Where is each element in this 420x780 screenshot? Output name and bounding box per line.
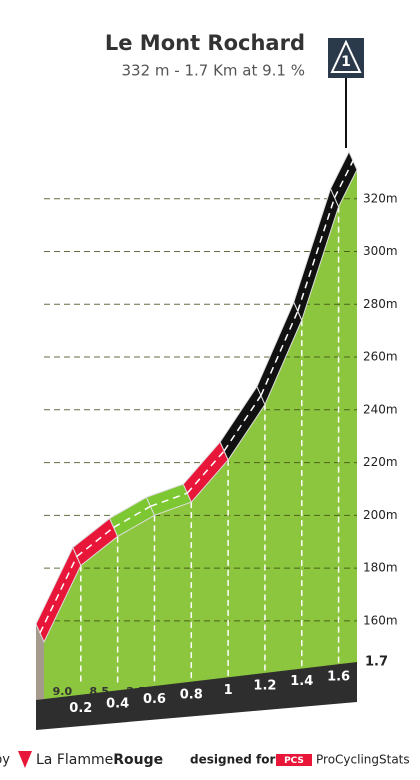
x-tick-label: 1.2 <box>253 679 276 694</box>
footer-designed: designed for <box>190 753 275 767</box>
road-centerline <box>297 197 336 312</box>
road-centerline <box>76 526 115 558</box>
y-tick-label: 300m <box>363 244 398 258</box>
profile-area <box>44 169 357 700</box>
brand-bold: Rouge <box>113 752 163 768</box>
chart-subtitle: 332 m - 1.7 Km at 9.1 % <box>121 62 305 80</box>
x-tick-label: 1.4 <box>290 674 313 689</box>
y-tick-label: 280m <box>363 297 398 311</box>
gradient-label: 9.0 <box>53 685 73 698</box>
road-centerline <box>186 450 225 494</box>
x-tick-label: 0.2 <box>69 701 92 716</box>
road-centerline <box>260 310 299 396</box>
footer-pcs: PCS <box>284 756 304 766</box>
chart-title: Le Mont Rochard <box>105 31 305 55</box>
y-tick-label: 240m <box>363 402 398 416</box>
y-tick-label: 220m <box>363 455 398 469</box>
category-label: 1 <box>341 54 351 70</box>
y-tick-label: 160m <box>363 613 398 627</box>
x-tick-label: 0.8 <box>180 688 203 703</box>
x-tick-label: 0.4 <box>106 697 129 712</box>
y-tick-label: 200m <box>363 508 398 522</box>
footer-brand: La FlammeRouge <box>36 752 163 768</box>
road-centerline <box>333 160 354 199</box>
brand-light: La Flamme <box>36 752 113 768</box>
footer: by La FlammeRouge designed for PCS ProCy… <box>0 751 410 768</box>
footer-by: by <box>0 753 10 768</box>
category-triangle <box>330 39 362 73</box>
x-tick-label: 1 <box>224 683 233 698</box>
road-centerline <box>150 492 188 508</box>
road-centerline <box>39 556 78 634</box>
y-tick-label: 180m <box>363 561 398 575</box>
distance-strip <box>36 662 357 730</box>
y-tick-label: 260m <box>363 350 398 364</box>
flamme-icon <box>18 751 32 768</box>
x-tick-label: 0.6 <box>143 692 166 707</box>
y-tick-label: 320m <box>363 191 398 205</box>
x-end-label: 1.7 <box>365 655 388 670</box>
footer-site: ProCyclingStats <box>316 753 410 767</box>
x-tick-label: 1.6 <box>327 670 350 685</box>
front-face <box>36 623 44 700</box>
pcs-box <box>276 754 312 766</box>
